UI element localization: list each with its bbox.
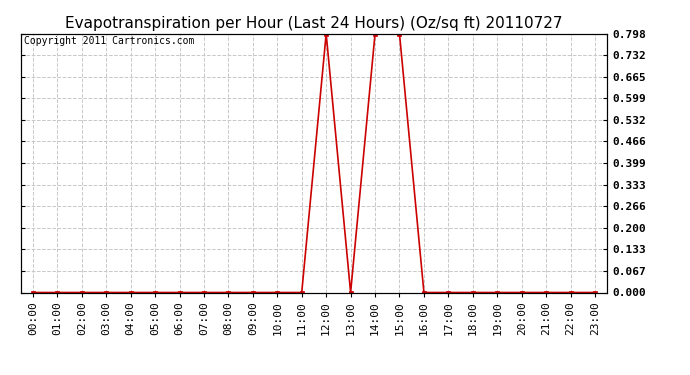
Title: Evapotranspiration per Hour (Last 24 Hours) (Oz/sq ft) 20110727: Evapotranspiration per Hour (Last 24 Hou… — [65, 16, 563, 31]
Text: Copyright 2011 Cartronics.com: Copyright 2011 Cartronics.com — [23, 36, 194, 46]
